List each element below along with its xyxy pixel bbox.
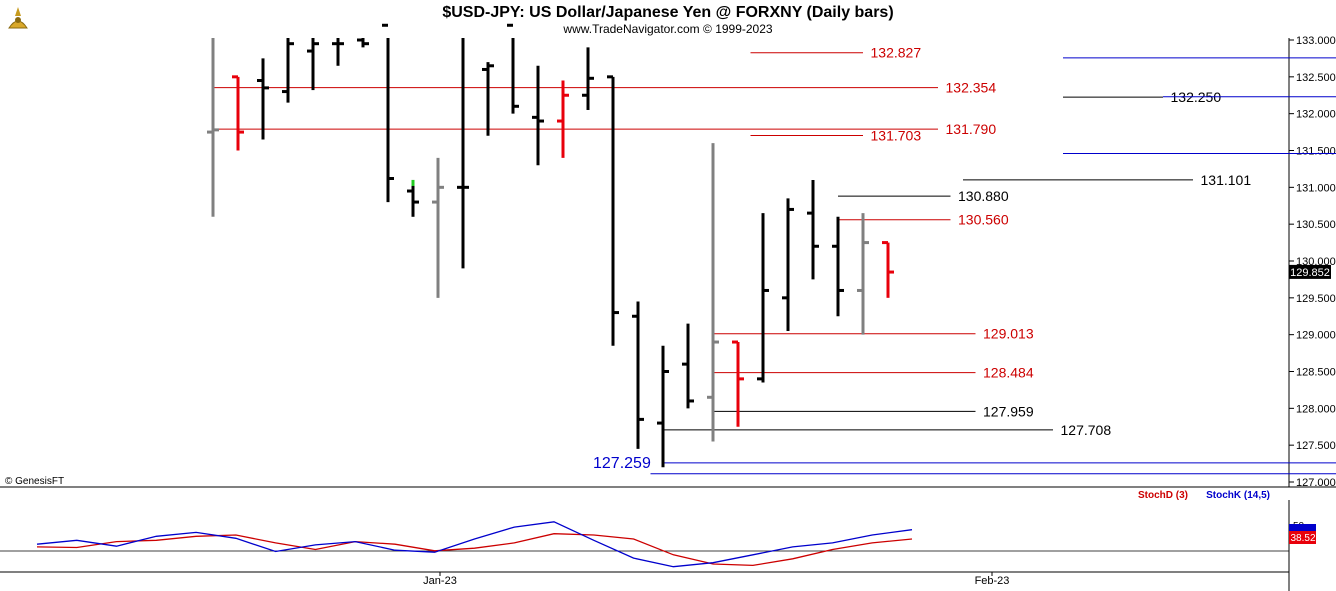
- level-label: 127.708: [1061, 422, 1112, 438]
- level-label: 132.354: [946, 80, 997, 96]
- y-tick-label: 128.000: [1296, 403, 1336, 415]
- level-label: 131.790: [946, 121, 997, 137]
- y-tick-label: 129.000: [1296, 330, 1336, 342]
- level-label: 127.959: [983, 403, 1034, 419]
- copyright-label: © GenesisFT: [5, 476, 64, 487]
- level-label: 130.880: [958, 188, 1009, 204]
- y-tick-label: 129.500: [1296, 293, 1336, 305]
- y-tick-label: 128.500: [1296, 367, 1336, 379]
- level-label: 129.013: [983, 326, 1034, 342]
- stoch-panel: StochD (3) StochK (14,5) 50 38.52: [0, 490, 1316, 572]
- y-tick-label: 131.000: [1296, 182, 1336, 194]
- y-tick-label: 127.500: [1296, 440, 1336, 452]
- stochd-legend: StochD (3): [1138, 490, 1188, 501]
- x-tick-label: Feb-23: [975, 575, 1010, 587]
- level-lines: 132.827132.757132.354132.250132.229131.7…: [213, 45, 1336, 475]
- level-label: 128.484: [983, 365, 1034, 381]
- price-panel: [0, 38, 1289, 487]
- stochd-line: [36, 533, 913, 567]
- level-label: 131.703: [871, 128, 922, 144]
- last-price-marker: 129.852: [1289, 264, 1331, 279]
- stochk-legend: StochK (14,5): [1206, 490, 1270, 501]
- chart-title: $USD-JPY: US Dollar/Japanese Yen @ FORXN…: [442, 4, 893, 21]
- ohlc-bars: [207, 23, 894, 468]
- y-tick-label: 132.500: [1296, 72, 1336, 84]
- level-label: 130.560: [958, 212, 1009, 228]
- level-label: 131.101: [1201, 172, 1252, 188]
- stochk-line: [36, 521, 913, 568]
- chart-subtitle: www.TradeNavigator.com © 1999-2023: [562, 22, 772, 36]
- y-tick-label: 131.500: [1296, 146, 1336, 158]
- x-tick-label: Jan-23: [423, 575, 457, 587]
- y-tick-label: 132.000: [1296, 109, 1336, 121]
- last-price-label: 129.852: [1290, 267, 1330, 279]
- y-tick-label: 130.500: [1296, 219, 1336, 231]
- y-tick-label: 133.000: [1296, 35, 1336, 47]
- x-axis: Jan-23 Feb-23: [423, 572, 1009, 587]
- level-label: 127.259: [593, 455, 651, 472]
- y-axis: 133.000 132.500 132.000 131.500 131.000 130.5…: [1289, 35, 1336, 489]
- level-label: 132.827: [871, 45, 922, 61]
- stochd-value-label: 38.52: [1290, 533, 1315, 544]
- y-tick-label: 127.000: [1296, 477, 1336, 489]
- logo-icon: [4, 4, 32, 32]
